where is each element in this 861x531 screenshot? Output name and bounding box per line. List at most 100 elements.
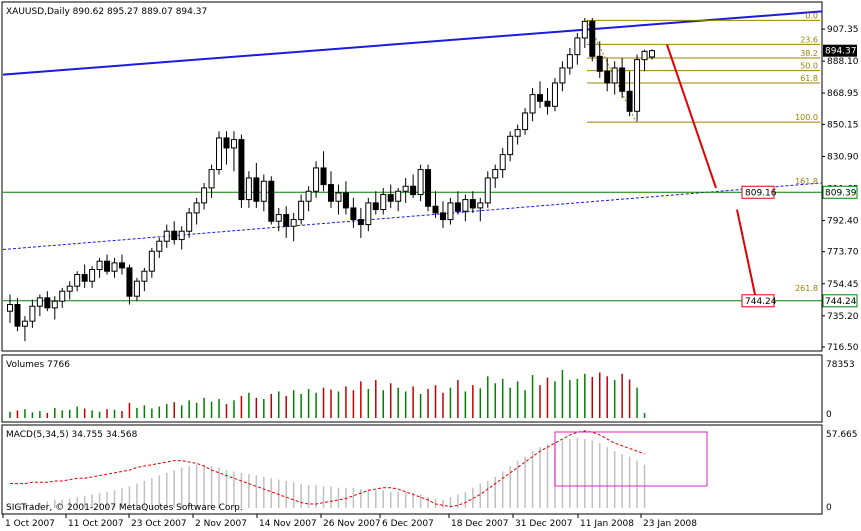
- candle-body: [74, 274, 81, 287]
- candle-body: [253, 177, 260, 202]
- candle-body: [439, 212, 446, 221]
- candle-body: [350, 207, 357, 221]
- candle-body: [44, 297, 51, 309]
- volume-max-label: 78353: [826, 360, 855, 370]
- candle-body: [596, 55, 603, 72]
- candle-body: [163, 230, 170, 242]
- candle-body: [313, 167, 320, 192]
- main-price-panel[interactable]: [1, 1, 823, 352]
- candle-body: [425, 169, 432, 207]
- fib-level-label: 38.2: [800, 49, 818, 58]
- candle-body: [619, 67, 626, 92]
- candle-body: [559, 67, 566, 84]
- target-box-label: 809.16: [745, 188, 777, 198]
- price-axis-label: 735.20: [827, 312, 859, 322]
- candle-body: [507, 135, 514, 156]
- candle-body: [275, 214, 282, 222]
- time-axis-label: 31 Dec 2007: [515, 519, 573, 529]
- macd-max-label: 57.665: [826, 430, 858, 440]
- candle-body: [21, 320, 28, 327]
- candle-body: [626, 90, 633, 112]
- volume-min-label: 0: [826, 410, 832, 420]
- candle-body: [417, 169, 424, 196]
- macd-highlight-box: [554, 431, 708, 487]
- candle-body: [462, 199, 469, 212]
- price-level-box: [822, 185, 858, 199]
- candle-body: [529, 94, 536, 114]
- price-axis-label: 830.90: [827, 152, 859, 162]
- time-axis-label: 11 Jan 2008: [580, 519, 634, 529]
- price-axis-label: 716.50: [827, 343, 859, 353]
- candle-body: [365, 202, 372, 226]
- price-axis-label: 868.95: [827, 89, 859, 99]
- target-box-label: 744.24: [745, 297, 777, 307]
- volume-panel[interactable]: [1, 354, 823, 423]
- candle-body: [342, 192, 349, 209]
- time-axis-label: 2 Nov 2007: [195, 519, 247, 529]
- candle-body: [201, 187, 208, 204]
- candle-body: [223, 137, 230, 149]
- candle-body: [260, 180, 267, 202]
- fib-level-label: 61.8: [800, 74, 818, 83]
- candle-body: [111, 262, 118, 272]
- projection-arrow-1: [666, 44, 717, 189]
- candle-body: [514, 129, 521, 137]
- time-axis-label: 14 Nov 2007: [259, 519, 317, 529]
- candle-body: [454, 202, 461, 212]
- candle-body: [649, 50, 655, 58]
- lower-dashed-trendline: [2, 182, 823, 251]
- time-axis-label: 1 Oct 2007: [5, 519, 55, 529]
- candle-body: [402, 185, 409, 192]
- candle-body: [51, 300, 58, 309]
- price-level-label: 744.24: [825, 297, 857, 307]
- candle-body: [641, 50, 648, 61]
- price-level-box: [822, 294, 858, 308]
- candle-body: [133, 280, 140, 297]
- candle-body: [290, 219, 297, 227]
- candle-body: [186, 212, 193, 232]
- candle-body: [14, 304, 21, 327]
- symbol-header: XAUUSD,Daily 890.62 895.27 889.07 894.37: [6, 7, 207, 17]
- candle-body: [96, 260, 103, 271]
- candle-body: [66, 285, 73, 292]
- candle-body: [484, 177, 491, 204]
- candle-body: [544, 100, 551, 107]
- fib-level-label: 100.0: [795, 113, 818, 122]
- macd-panel[interactable]: [1, 424, 823, 515]
- candle-body: [611, 67, 618, 84]
- time-axis-label: 23 Jan 2008: [643, 519, 697, 529]
- price-level-label: 809.39: [825, 188, 857, 198]
- macd-signal-line: [10, 430, 645, 508]
- target-box: [741, 185, 775, 199]
- fib-level-label: 50.0: [800, 62, 818, 71]
- candle-body: [118, 262, 125, 269]
- candle-body: [208, 169, 215, 189]
- candle-body: [537, 94, 544, 102]
- candle-body: [36, 297, 43, 307]
- candle-body: [230, 139, 237, 149]
- candle-body: [283, 214, 290, 227]
- candle-body: [126, 267, 133, 297]
- price-axis-label: 792.40: [827, 217, 859, 227]
- upper-trendline: [2, 10, 823, 76]
- time-axis-label: 11 Oct 2007: [68, 519, 124, 529]
- candle-body: [29, 305, 36, 322]
- candle-body: [238, 139, 245, 201]
- price-axis-label: 850.15: [827, 120, 859, 130]
- candle-body: [410, 185, 417, 196]
- time-axis-label: 18 Dec 2007: [451, 519, 509, 529]
- candle-body: [268, 180, 275, 222]
- volume-header: Volumes 7766: [6, 360, 70, 370]
- time-axis-label: 26 Nov 2007: [323, 519, 381, 529]
- candle-body: [380, 194, 387, 211]
- candle-body: [245, 177, 252, 201]
- candle-body: [522, 112, 529, 131]
- candle-body: [156, 240, 163, 252]
- time-axis-label: 23 Oct 2007: [131, 519, 187, 529]
- candle-body: [499, 154, 506, 171]
- candle-body: [387, 194, 394, 202]
- fib-level-label: 161.8: [795, 177, 818, 186]
- candle-body: [604, 70, 611, 84]
- current-price-label: 894.37: [825, 47, 857, 57]
